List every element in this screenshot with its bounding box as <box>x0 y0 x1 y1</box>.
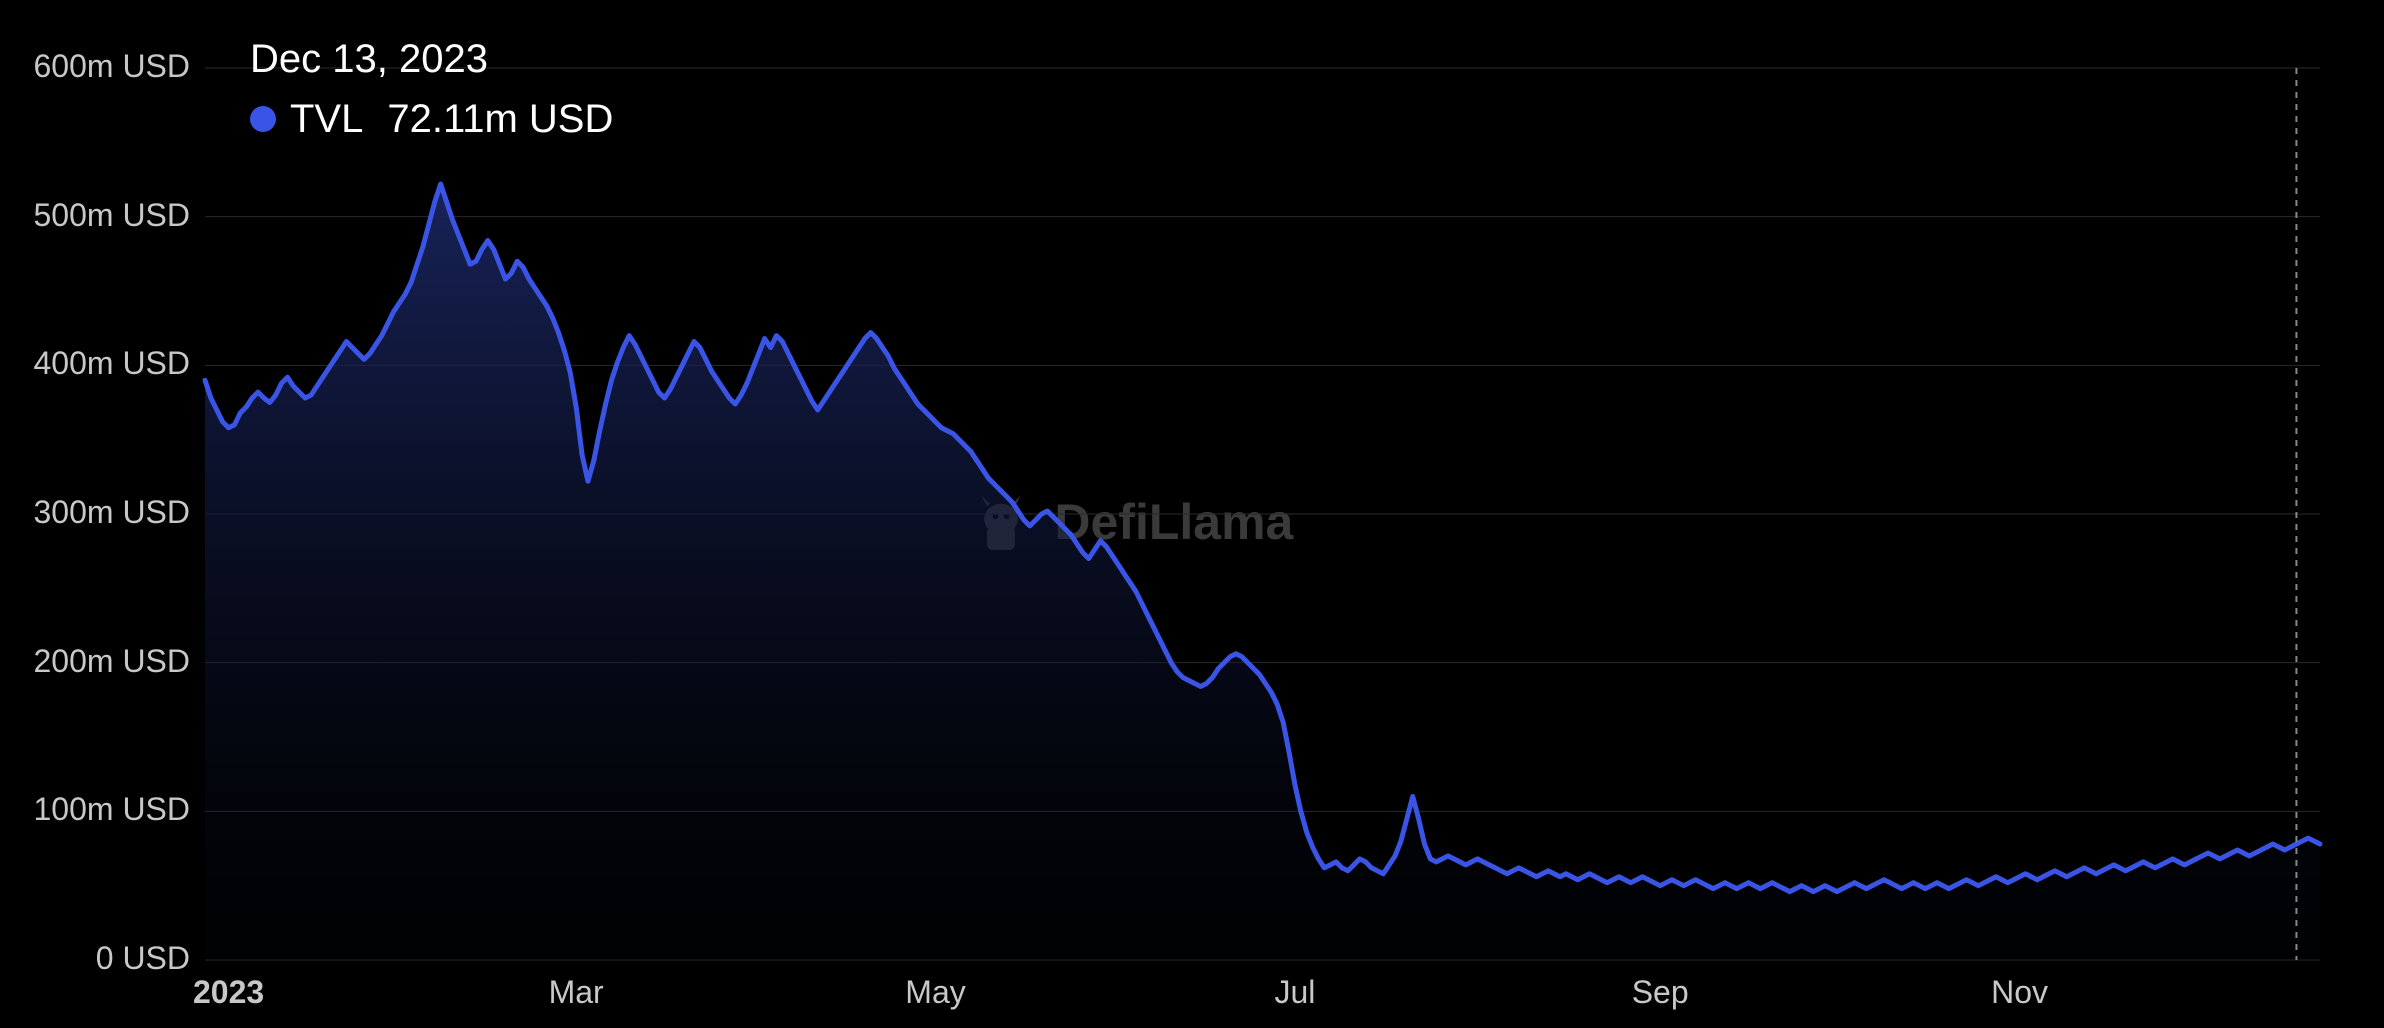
tooltip-series-name: TVL <box>290 90 363 148</box>
chart-plot-area[interactable] <box>0 0 2384 1028</box>
tvl-area-chart[interactable]: 0 USD100m USD200m USD300m USD400m USD500… <box>0 0 2384 1028</box>
tooltip-series-marker <box>250 106 276 132</box>
chart-tooltip: Dec 13, 2023 TVL 72.11m USD <box>250 30 613 148</box>
tvl-area-fill <box>205 184 2320 960</box>
tooltip-date: Dec 13, 2023 <box>250 30 613 88</box>
tooltip-value: 72.11m USD <box>387 90 613 148</box>
